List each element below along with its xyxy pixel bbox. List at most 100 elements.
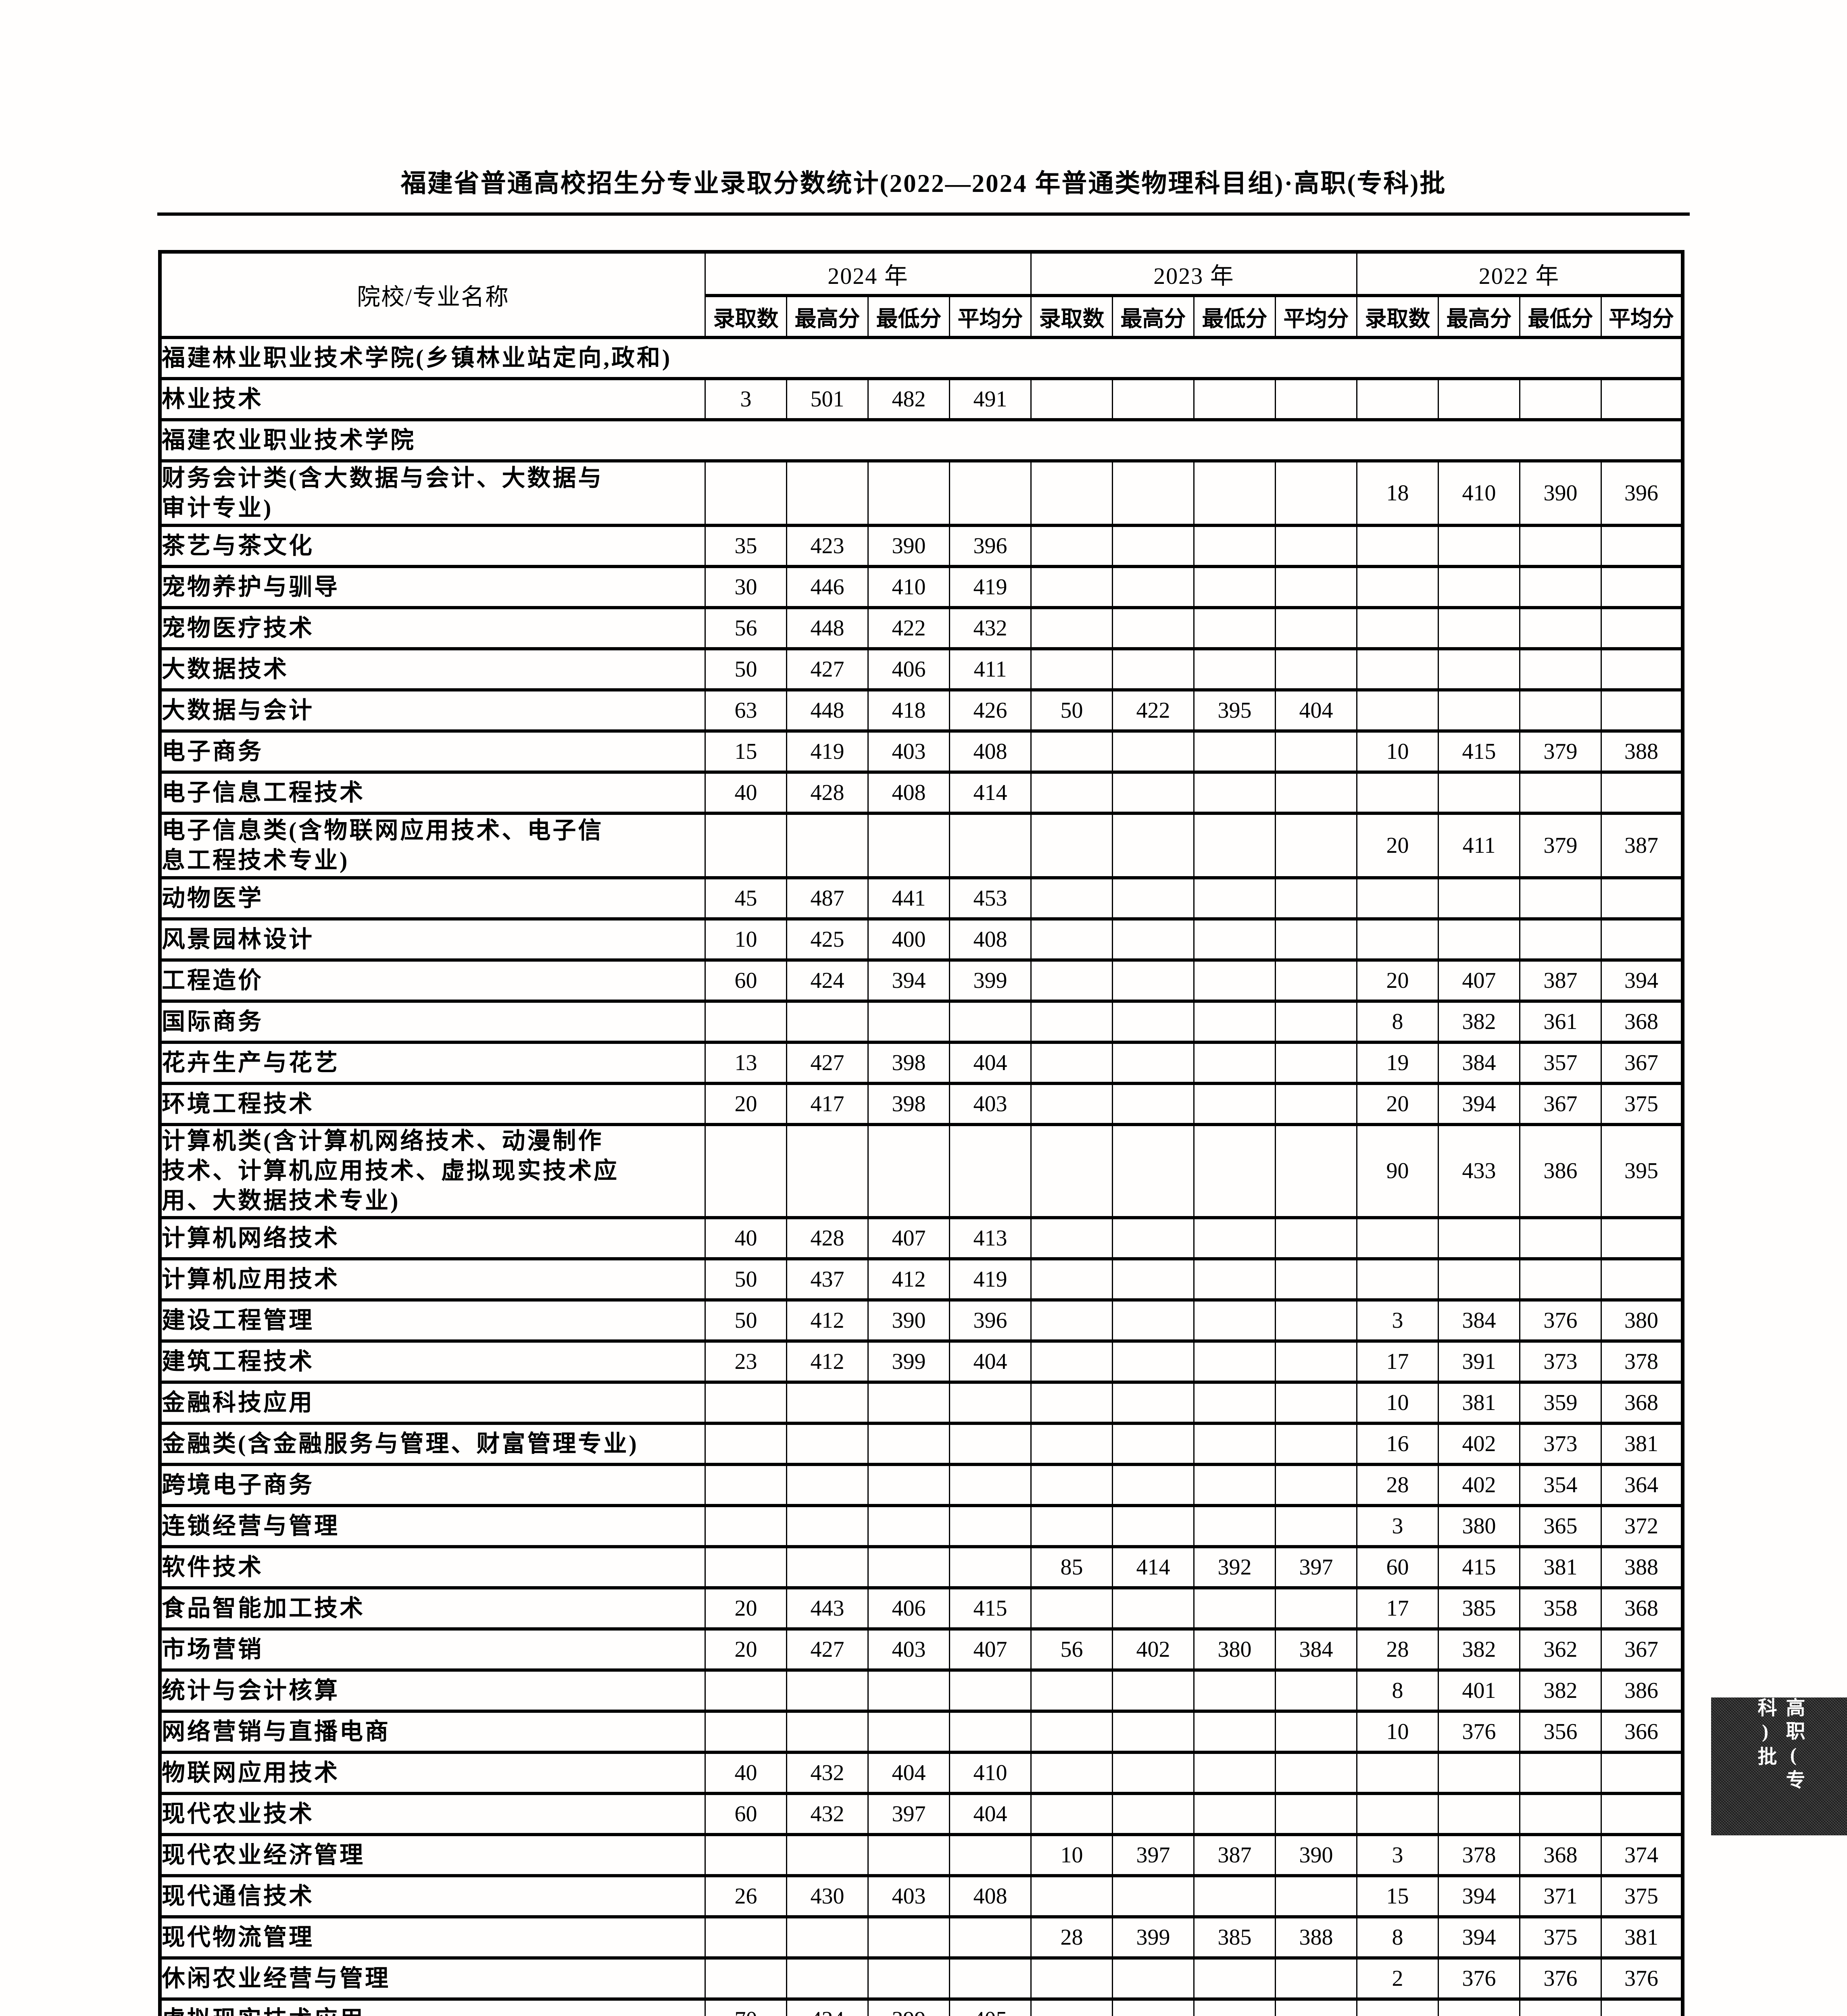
2024-max: 424 bbox=[786, 1997, 869, 2016]
2022-min bbox=[1519, 917, 1602, 962]
2024-min: 441 bbox=[867, 876, 950, 921]
2022-count bbox=[1356, 1997, 1439, 2016]
major-name: 跨境电子商务 bbox=[159, 1462, 706, 1507]
2022-avg bbox=[1601, 606, 1684, 650]
2023-min bbox=[1193, 1791, 1276, 1836]
2024-avg: 419 bbox=[949, 1257, 1032, 1302]
2023-min bbox=[1193, 1082, 1276, 1126]
2022-avg: 372 bbox=[1601, 1504, 1684, 1548]
major-row: 虚拟现实技术应用70424399405 bbox=[159, 1997, 1684, 2016]
major-name: 食品智能加工技术 bbox=[159, 1586, 706, 1631]
major-name: 工程造价 bbox=[159, 958, 706, 1003]
major-row: 计算机类(含计算机网络技术、动漫制作 技术、计算机应用技术、虚拟现实技术应 用、… bbox=[159, 1123, 1684, 1219]
2023-count bbox=[1030, 1257, 1113, 1302]
2022-count bbox=[1356, 565, 1439, 609]
2022-min: 358 bbox=[1519, 1586, 1602, 1631]
2022-max bbox=[1438, 1791, 1521, 1836]
2024-avg: 414 bbox=[949, 771, 1032, 815]
2024-min: 403 bbox=[867, 729, 950, 774]
2024-min bbox=[867, 1504, 950, 1548]
2024-max: 443 bbox=[786, 1586, 869, 1631]
major-row: 市场营销 20 427 403 407 56 402 380 384 28 382 362 367 bbox=[159, 1627, 1684, 1672]
2024-max: 428 bbox=[786, 1216, 869, 1260]
2024-max: 427 bbox=[786, 1627, 869, 1672]
2023-max bbox=[1112, 1462, 1195, 1507]
2023-count bbox=[1030, 1668, 1113, 1713]
2022-avg: 367 bbox=[1601, 1041, 1684, 1085]
2022-min: 356 bbox=[1519, 1709, 1602, 1754]
2022-count bbox=[1356, 771, 1439, 815]
2022-max bbox=[1438, 1750, 1521, 1795]
2022-min: 382 bbox=[1519, 1668, 1602, 1713]
2024-min: 399 bbox=[867, 1997, 950, 2016]
2023-count bbox=[1030, 1380, 1113, 1425]
2022-min: 381 bbox=[1519, 1545, 1602, 1589]
2024-avg: 399 bbox=[949, 958, 1032, 1003]
2022-min: 362 bbox=[1519, 1627, 1602, 1672]
2023-min bbox=[1193, 1956, 1276, 2001]
2022-avg: 386 bbox=[1601, 1668, 1684, 1713]
2024-avg: 404 bbox=[949, 1041, 1032, 1085]
2023-count bbox=[1030, 1421, 1113, 1466]
2023-count bbox=[1030, 1216, 1113, 1260]
2023-count bbox=[1030, 459, 1113, 527]
2024-count: 10 bbox=[705, 917, 787, 962]
2022-max: 381 bbox=[1438, 1380, 1521, 1425]
major-row: 大数据与会计 63 448 418 426 50 422 395 404 bbox=[159, 688, 1684, 733]
2024-min bbox=[867, 1421, 950, 1466]
2024-max: 412 bbox=[786, 1339, 869, 1384]
2023-count bbox=[1030, 1041, 1113, 1085]
2024-min bbox=[867, 1668, 950, 1713]
2022-max bbox=[1438, 917, 1521, 962]
2022-avg: 375 bbox=[1601, 1082, 1684, 1126]
2023-max bbox=[1112, 917, 1195, 962]
2022-min bbox=[1519, 377, 1602, 421]
college-section-row: 福建农业职业技术学院 bbox=[159, 418, 1684, 462]
2023-max bbox=[1112, 1504, 1195, 1548]
2024-min: 410 bbox=[867, 565, 950, 609]
2023-avg bbox=[1275, 1000, 1358, 1044]
major-row: 环境工程技术 20 417 398 403 20 394 367 375 bbox=[159, 1082, 1684, 1126]
2023-avg bbox=[1275, 647, 1358, 691]
2024-max bbox=[786, 1668, 869, 1713]
2023-count bbox=[1030, 1956, 1113, 2001]
major-name: 宠物养护与驯导 bbox=[159, 565, 706, 609]
2024-avg: 408 bbox=[949, 917, 1032, 962]
2022-max bbox=[1438, 647, 1521, 691]
major-row: 现代通信技术 26 430 403 408 15 394 371 375 bbox=[159, 1874, 1684, 1918]
2022-max: 401 bbox=[1438, 1668, 1521, 1713]
major-name: 市场营销 bbox=[159, 1627, 706, 1672]
2023-max bbox=[1112, 1216, 1195, 1260]
2023-max: 397 bbox=[1112, 1833, 1195, 1877]
2023-avg bbox=[1275, 377, 1358, 421]
2024-min bbox=[867, 1956, 950, 2001]
2024-count bbox=[705, 1462, 787, 1507]
2024-min bbox=[867, 1462, 950, 1507]
2023-count bbox=[1030, 1123, 1113, 1219]
2022-max bbox=[1438, 565, 1521, 609]
table-body: 福建林业职业技术学院(乡镇林业站定向,政和) 林业技术 3 501 482 491 福建农业… bbox=[159, 336, 1684, 2016]
2024-count bbox=[705, 1833, 787, 1877]
2023-avg bbox=[1275, 459, 1358, 527]
major-name: 金融科技应用 bbox=[159, 1380, 706, 1425]
2024-avg bbox=[949, 1421, 1032, 1466]
2022-min: 376 bbox=[1519, 1956, 1602, 2001]
major-name: 宠物医疗技术 bbox=[159, 606, 706, 650]
major-row: 建设工程管理 50 412 390 396 3 384 376 380 bbox=[159, 1298, 1684, 1343]
2023-count bbox=[1030, 917, 1113, 962]
major-row: 茶艺与茶文化 35 423 390 396 bbox=[159, 524, 1684, 568]
major-name: 统计与会计核算 bbox=[159, 1668, 706, 1713]
2022-max: 380 bbox=[1438, 1504, 1521, 1548]
2024-avg: 426 bbox=[949, 688, 1032, 733]
2024-avg bbox=[949, 1956, 1032, 2001]
2023-max bbox=[1112, 1000, 1195, 1044]
year-header-2022: 2022 年 bbox=[1356, 250, 1684, 297]
2023-avg bbox=[1275, 1298, 1358, 1343]
2022-avg: 368 bbox=[1601, 1586, 1684, 1631]
subheader-2022-count: 录取数 bbox=[1356, 294, 1439, 339]
2023-avg: 397 bbox=[1275, 1545, 1358, 1589]
2023-count bbox=[1030, 771, 1113, 815]
2022-avg: 378 bbox=[1601, 1339, 1684, 1384]
